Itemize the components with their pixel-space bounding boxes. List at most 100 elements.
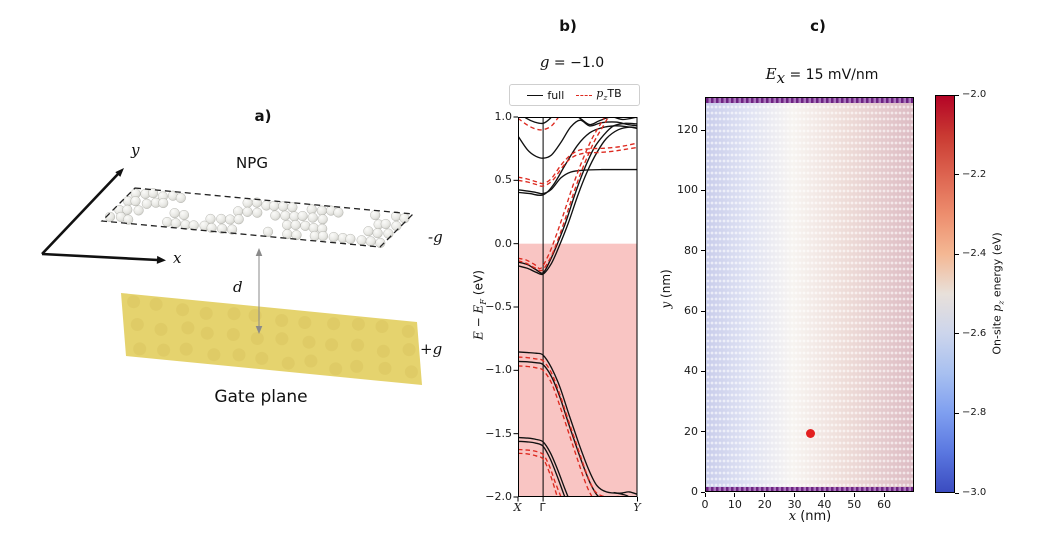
band-plot-title: g = −1.0 bbox=[539, 53, 605, 71]
cbar-tick--2: −2.0 bbox=[962, 89, 987, 100]
band-xtick-Y: Y bbox=[633, 501, 641, 514]
hm-ytickmark-0 bbox=[700, 491, 705, 493]
band-ytick--1.5: −1.5 bbox=[485, 426, 512, 440]
hm-xtick-30: 30 bbox=[787, 498, 802, 511]
band-xtick-Γ: Γ bbox=[539, 501, 546, 514]
cbar-tickmark--2 bbox=[955, 94, 959, 96]
hm-ytick-80: 80 bbox=[684, 243, 698, 257]
fermi-shade bbox=[517, 243, 637, 497]
panel-a-label: a) bbox=[254, 107, 272, 125]
x-axis-arrow bbox=[41, 252, 166, 264]
band-pz TB bbox=[517, 146, 637, 187]
band-pz TB bbox=[517, 448, 562, 497]
legend-label-pztb: pzTB bbox=[596, 87, 622, 103]
band-plot-frame bbox=[517, 117, 637, 497]
legend-label-full: full bbox=[547, 88, 565, 102]
legend-line-pztb bbox=[576, 94, 593, 96]
band-full bbox=[517, 122, 637, 274]
band-full bbox=[517, 125, 637, 197]
band-ytick-0: 0.0 bbox=[494, 236, 513, 250]
npg-label: NPG bbox=[236, 154, 268, 172]
band-pz TB bbox=[517, 117, 559, 131]
band-structure-plot bbox=[513, 116, 638, 502]
cbar-tick--2.4: −2.4 bbox=[962, 248, 987, 260]
marker-dot bbox=[806, 428, 816, 438]
onsite-energy-heatmap bbox=[705, 97, 914, 492]
hm-ytick-100: 100 bbox=[677, 183, 698, 197]
band-ytick--2: −2.0 bbox=[485, 490, 512, 503]
cbar-tick--3: −3.0 bbox=[962, 487, 987, 498]
band-pz TB bbox=[517, 452, 558, 497]
hm-ytickmark-20 bbox=[700, 431, 705, 433]
hm-xtickmark-20 bbox=[764, 492, 766, 497]
hm-ytickmark-100 bbox=[700, 189, 705, 191]
hm-xtick-60: 60 bbox=[877, 498, 892, 511]
hm-ytick-40: 40 bbox=[684, 364, 698, 378]
hm-xtick-50: 50 bbox=[847, 498, 862, 511]
hm-xtick-10: 10 bbox=[727, 498, 742, 511]
cbar-tickmark--2.8 bbox=[955, 412, 959, 414]
legend: full pzTB bbox=[509, 84, 640, 106]
band-full bbox=[517, 119, 637, 159]
cbar-tick--2.6: −2.6 bbox=[962, 327, 987, 339]
cbar-tickmark--2.6 bbox=[955, 333, 959, 335]
colorbar-label: On-site pz energy (eV) bbox=[990, 232, 1006, 355]
band-full bbox=[517, 436, 569, 497]
band-pz TB bbox=[517, 117, 605, 270]
band-ytick-1: 1.0 bbox=[494, 110, 513, 123]
band-full bbox=[517, 360, 600, 497]
cbar-tickmark--2.4 bbox=[955, 253, 959, 255]
panel-b-label: b) bbox=[559, 17, 577, 35]
heatmap-title: Ex = 15 mV/nm bbox=[765, 65, 879, 87]
cbar-tickmark--2.2 bbox=[955, 174, 959, 176]
hm-ytickmark-120 bbox=[700, 129, 705, 131]
legend-item-full: full bbox=[527, 89, 564, 102]
hm-ytick-20: 20 bbox=[684, 424, 698, 438]
hm-xtickmark-30 bbox=[794, 492, 796, 497]
distance-arrow bbox=[255, 248, 263, 334]
gate-plane-label: Gate plane bbox=[214, 387, 308, 407]
hm-ytick-120: 120 bbox=[677, 123, 698, 137]
gate-charge-label: +g bbox=[420, 340, 443, 358]
hm-xtick-0: 0 bbox=[701, 498, 709, 511]
top-layer-charge-label: -g bbox=[428, 228, 443, 246]
hm-ytick-0: 0 bbox=[691, 485, 698, 498]
hm-xtickmark-50 bbox=[853, 492, 855, 497]
band-full bbox=[517, 126, 637, 276]
legend-item-pztb: pzTB bbox=[576, 87, 622, 103]
band-full bbox=[517, 440, 566, 497]
hm-ytick-60: 60 bbox=[684, 304, 698, 318]
band-pz TB bbox=[517, 142, 637, 185]
hm-xtickmark-40 bbox=[823, 492, 825, 497]
band-xtick-X: X bbox=[513, 501, 522, 514]
band-pz TB bbox=[517, 117, 609, 272]
gate-plane-pattern bbox=[127, 295, 418, 379]
gate-plane bbox=[121, 293, 422, 385]
hm-xtick-40: 40 bbox=[817, 498, 832, 511]
cbar-tickmark--3 bbox=[955, 492, 959, 494]
band-ytick--1: −1.0 bbox=[485, 363, 512, 377]
y-axis-label: y bbox=[131, 141, 140, 159]
distance-label: d bbox=[233, 278, 243, 296]
npg-cell-outline bbox=[100, 187, 415, 248]
bottom-edge-atom-row bbox=[706, 486, 913, 491]
hm-xtickmark-0 bbox=[704, 492, 706, 497]
panel-c-label: c) bbox=[810, 17, 826, 35]
npg-atoms bbox=[105, 188, 410, 248]
hm-xtickmark-10 bbox=[734, 492, 736, 497]
cbar-tick--2.8: −2.8 bbox=[962, 407, 987, 419]
heatmap-body bbox=[706, 98, 913, 491]
cbar-tick--2.2: −2.2 bbox=[962, 168, 987, 180]
band-ytick--0.5: −0.5 bbox=[485, 300, 512, 313]
band-full bbox=[517, 168, 637, 195]
x-axis-label: x bbox=[173, 249, 182, 267]
band-full bbox=[576, 117, 637, 126]
hm-xtickmark-60 bbox=[883, 492, 885, 497]
hm-ytickmark-80 bbox=[700, 250, 705, 252]
schematic-panel-a bbox=[41, 168, 422, 385]
top-edge-atom-row bbox=[706, 98, 913, 103]
hm-ytickmark-40 bbox=[700, 370, 705, 372]
hm-ytickmark-60 bbox=[700, 310, 705, 312]
heatmap-xlabel: x (nm) bbox=[788, 509, 832, 524]
